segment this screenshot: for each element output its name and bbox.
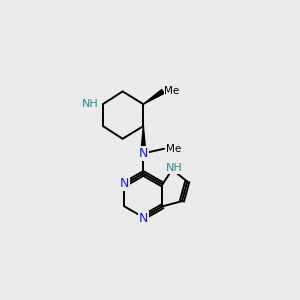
Text: NH: NH (82, 99, 99, 109)
Text: Me: Me (164, 86, 179, 96)
Polygon shape (143, 89, 164, 104)
Text: NH: NH (166, 164, 182, 173)
Polygon shape (141, 126, 146, 153)
Text: N: N (139, 212, 148, 224)
Text: Me: Me (166, 144, 181, 154)
Text: N: N (120, 177, 129, 190)
Text: N: N (139, 147, 148, 160)
